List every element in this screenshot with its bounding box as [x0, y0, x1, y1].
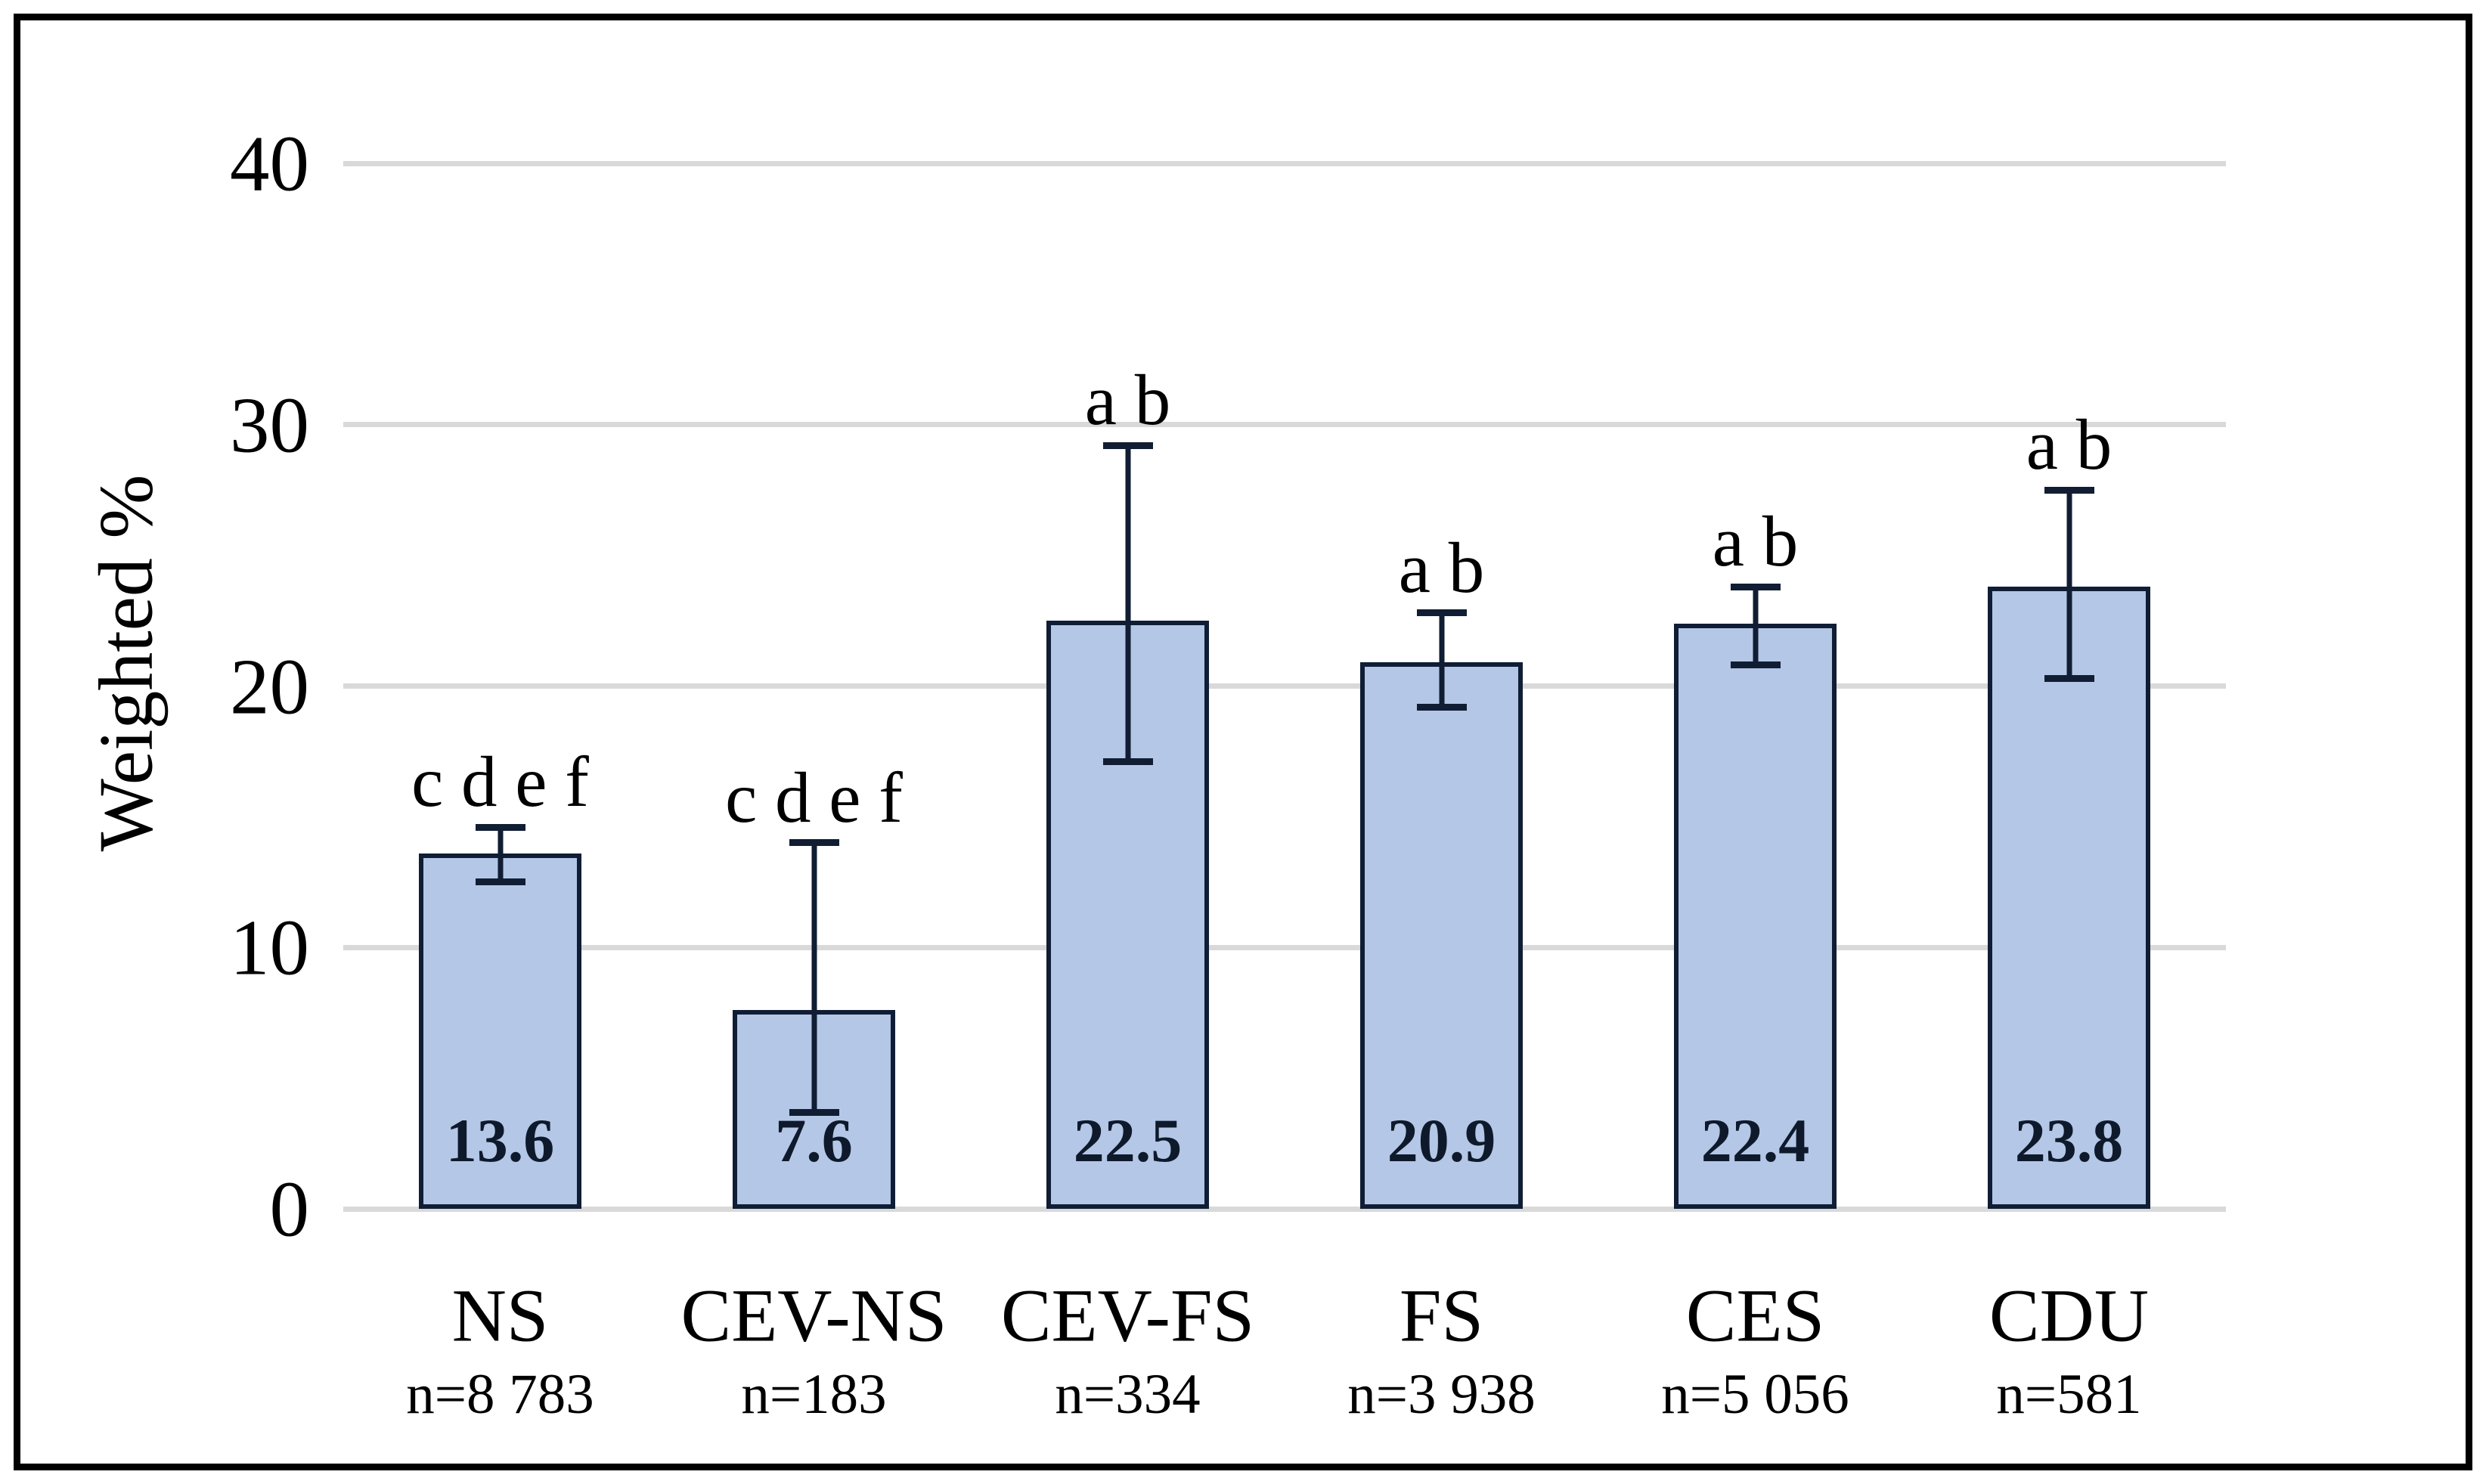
- x-category-label: CDU: [1988, 1273, 2150, 1358]
- error-bar-cap-bottom: [1416, 703, 1467, 711]
- gridline: [343, 422, 2226, 428]
- error-bar-cap-top: [789, 839, 839, 847]
- x-n-label: n=581: [1996, 1363, 2142, 1426]
- gridline: [343, 160, 2226, 166]
- gridline: [343, 944, 2226, 950]
- x-category-label: CEV-NS: [680, 1273, 947, 1358]
- x-n-label: n=5 056: [1661, 1363, 1849, 1426]
- error-bar: [1753, 587, 1758, 665]
- significance-letters: c d e f: [725, 757, 903, 838]
- gridline: [343, 1206, 2226, 1212]
- y-tick-label: 10: [230, 903, 309, 992]
- gridline: [343, 683, 2226, 689]
- bar-value-label: 22.5: [1073, 1106, 1183, 1175]
- bar: [419, 853, 581, 1209]
- error-bar-cap-top: [475, 823, 525, 831]
- error-bar-cap-top: [1102, 441, 1153, 449]
- x-n-label: n=183: [741, 1363, 887, 1426]
- error-bar-cap-top: [1730, 583, 1781, 590]
- error-bar: [811, 842, 817, 1113]
- error-bar-cap-top: [1416, 609, 1467, 617]
- y-tick-label: 0: [269, 1164, 310, 1253]
- y-tick-label: 40: [230, 119, 309, 208]
- significance-letters: c d e f: [411, 742, 589, 823]
- x-n-label: n=8 783: [406, 1363, 594, 1426]
- y-tick-label: 20: [230, 642, 309, 730]
- significance-letters: a b: [1398, 527, 1485, 608]
- error-bar-cap-bottom: [1730, 661, 1781, 669]
- bar: [1360, 662, 1523, 1209]
- bar-value-label: 13.6: [445, 1106, 555, 1175]
- error-bar: [1439, 612, 1444, 708]
- error-bar-cap-top: [2044, 486, 2094, 494]
- x-category-label: CEV-FS: [1000, 1273, 1255, 1358]
- bar-chart: Weighted % 0 10 20 30 40 13.6 c d e f 7.6 c d e…: [7, 7, 2486, 1484]
- error-bar-cap-bottom: [2044, 674, 2094, 682]
- significance-letters: a b: [1084, 360, 1171, 441]
- error-bar: [2066, 490, 2072, 679]
- bar: [1674, 623, 1837, 1209]
- x-category-label: CES: [1685, 1273, 1825, 1358]
- y-tick-label: 30: [230, 380, 309, 469]
- error-bar: [498, 827, 503, 882]
- error-bar-cap-bottom: [1102, 758, 1153, 766]
- x-category-label: FS: [1399, 1273, 1484, 1358]
- error-bar-cap-bottom: [789, 1108, 839, 1116]
- x-n-label: n=334: [1055, 1363, 1201, 1426]
- error-bar: [1125, 445, 1130, 762]
- bar-value-label: 7.6: [775, 1106, 853, 1175]
- bar: [1988, 587, 2150, 1209]
- significance-letters: a b: [2026, 404, 2112, 485]
- bar-value-label: 23.8: [2014, 1106, 2124, 1175]
- bar-value-label: 20.9: [1387, 1106, 1496, 1175]
- significance-letters: a b: [1712, 501, 1799, 582]
- x-category-label: NS: [451, 1273, 549, 1358]
- x-n-label: n=3 938: [1347, 1363, 1536, 1426]
- bar-value-label: 22.4: [1700, 1106, 1810, 1175]
- figure-border: Weighted % 0 10 20 30 40 13.6 c d e f 7.6 c d e…: [14, 14, 2472, 1470]
- error-bar-cap-bottom: [475, 878, 525, 886]
